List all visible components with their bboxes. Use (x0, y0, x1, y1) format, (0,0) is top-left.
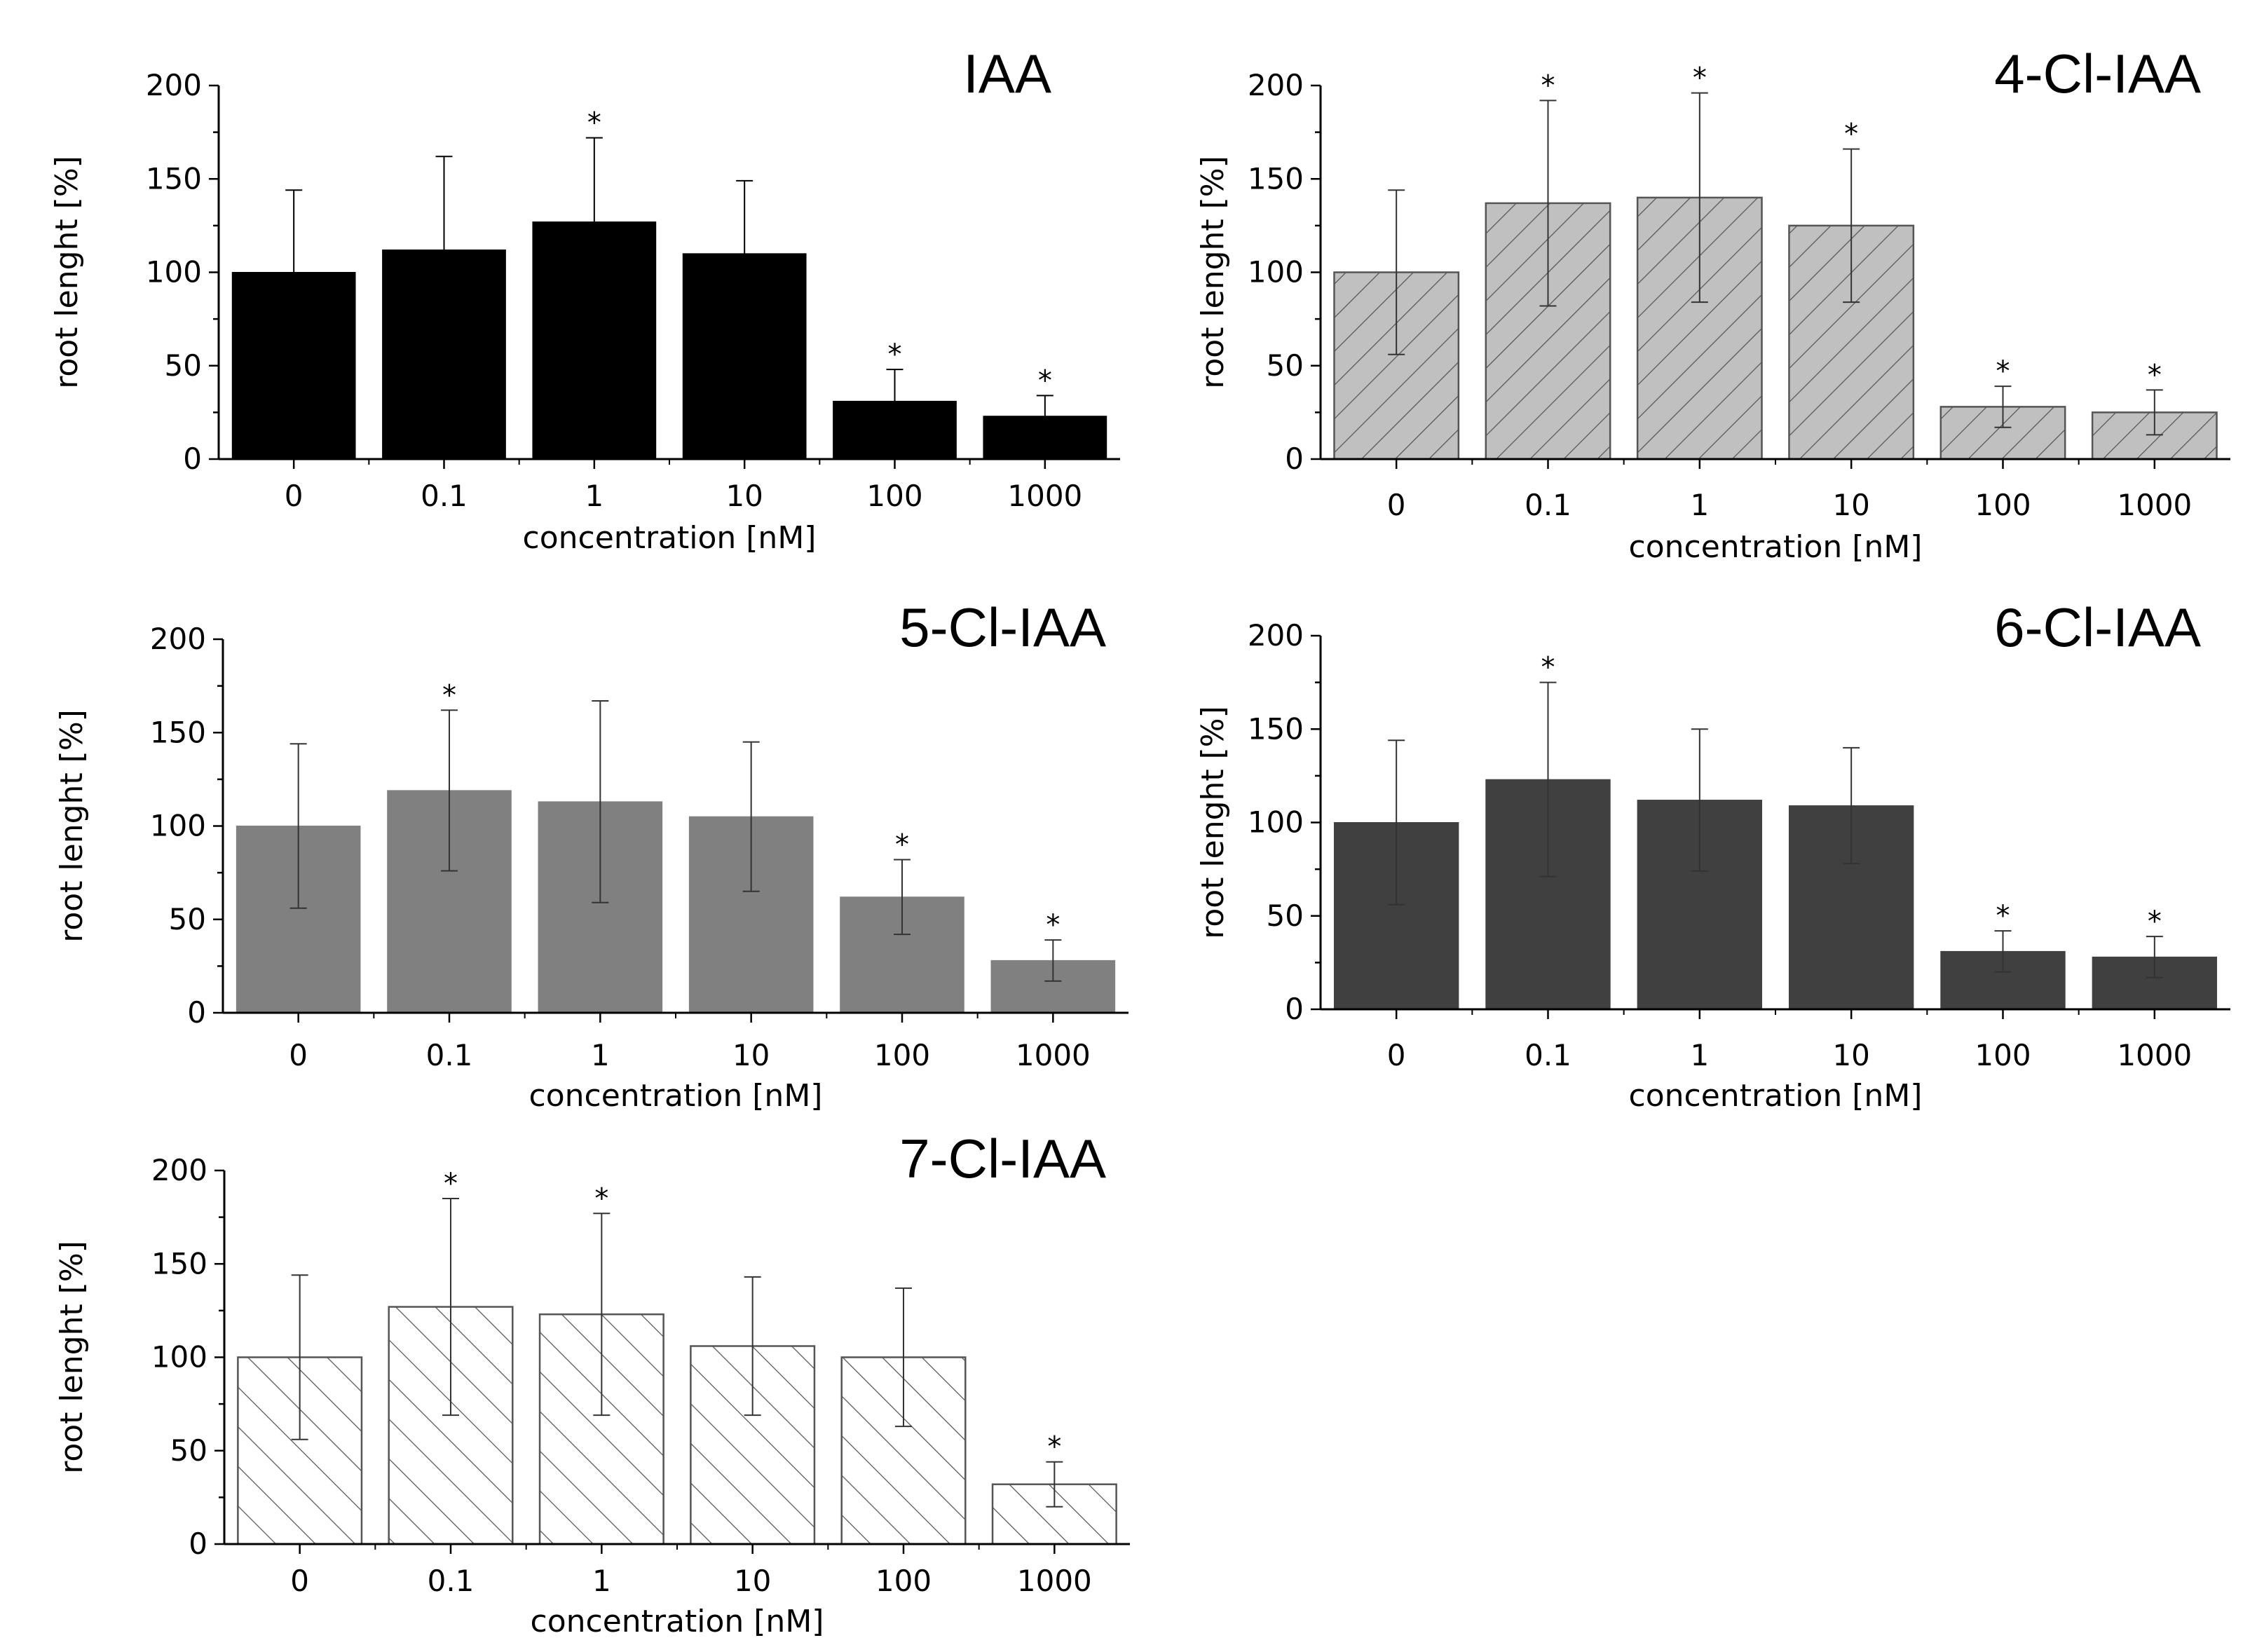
y-tick-label: 200 (146, 68, 202, 102)
significance-star: * (1996, 900, 2010, 932)
panel-title: IAA (963, 43, 1051, 104)
significance-star: * (1996, 355, 2010, 388)
x-tick-label: 0.1 (428, 1564, 475, 1598)
y-tick-label: 0 (189, 1527, 207, 1561)
y-tick-label: 200 (150, 622, 206, 656)
y-tick-label: 50 (165, 348, 202, 383)
x-tick-label: 0 (290, 1564, 309, 1598)
x-tick-label: 100 (874, 1038, 930, 1072)
x-tick-label: 1000 (1016, 1038, 1091, 1072)
x-tick-label: 10 (1832, 488, 1869, 522)
y-axis-title: root lenght [%] (54, 709, 90, 943)
significance-star: * (1693, 62, 1707, 95)
y-tick-label: 150 (150, 715, 206, 749)
panel-title: 6-Cl-IAA (1994, 596, 2201, 658)
significance-star: * (1541, 652, 1555, 684)
y-tick-label: 150 (146, 161, 202, 196)
y-tick-label: 100 (1248, 255, 1304, 289)
x-tick-label: 1 (591, 1038, 610, 1072)
y-tick-label: 150 (1248, 161, 1304, 196)
x-tick-label: 1 (592, 1564, 611, 1598)
y-axis-title: root lenght [%] (54, 1241, 90, 1474)
y-tick-label: 0 (187, 995, 206, 1030)
significance-star: * (1541, 69, 1555, 102)
x-axis-title: concentration [nM] (1629, 529, 1923, 565)
x-tick-label: 10 (725, 479, 763, 513)
y-tick-label: 150 (1248, 711, 1304, 746)
panel-title: 5-Cl-IAA (899, 596, 1106, 658)
x-axis-title: concentration [nM] (529, 1078, 823, 1114)
y-tick-label: 0 (183, 442, 202, 476)
x-tick-label: 0.1 (426, 1038, 473, 1072)
x-tick-label: 1000 (1017, 1564, 1092, 1598)
x-tick-label: 0 (289, 1038, 308, 1072)
x-tick-label: 1 (1690, 488, 1709, 522)
y-tick-label: 200 (1248, 618, 1304, 653)
y-axis-title: root lenght [%] (1195, 706, 1231, 939)
significance-star: * (895, 828, 909, 861)
x-tick-label: 10 (734, 1564, 771, 1598)
x-axis-title: concentration [nM] (523, 520, 817, 556)
y-tick-label: 200 (151, 1153, 207, 1187)
significance-star: * (1038, 364, 1052, 397)
x-tick-label: 0 (1387, 488, 1406, 522)
panel-4: * * * 0 50 100 150 200 0 0.1 1 10 100 1000 concentrati… (1195, 596, 2230, 1114)
y-tick-label: 100 (151, 1340, 207, 1374)
x-tick-label: 0.1 (1525, 488, 1571, 522)
x-tick-label: 0.1 (1525, 1038, 1571, 1072)
panel-3: * * * 0 50 100 150 200 0 0.1 1 10 100 1000 concentrati… (54, 596, 1128, 1114)
significance-star: * (1047, 1431, 1061, 1463)
y-tick-label: 50 (170, 1433, 207, 1468)
significance-star: * (594, 1182, 608, 1215)
x-tick-label: 100 (1975, 1038, 2031, 1072)
y-tick-label: 100 (150, 809, 206, 843)
x-tick-label: 1000 (2117, 1038, 2192, 1072)
panel-title: 4-Cl-IAA (1994, 43, 2201, 104)
x-tick-label: 0.1 (421, 479, 468, 513)
panel-2: * * * * * 0 50 100 150 200 0 0.1 1 10 100 1000 concentra… (1195, 43, 2230, 565)
x-tick-label: 0 (1387, 1038, 1406, 1072)
x-tick-label: 1000 (2117, 488, 2192, 522)
y-axis-title: root lenght [%] (49, 156, 85, 389)
x-axis-title: concentration [nM] (531, 1604, 824, 1639)
x-tick-label: 0 (285, 479, 304, 513)
y-tick-label: 0 (1285, 442, 1304, 476)
significance-star: * (444, 1168, 458, 1200)
x-tick-label: 10 (1832, 1038, 1869, 1072)
panel-title: 7-Cl-IAA (899, 1128, 1106, 1189)
y-tick-label: 0 (1285, 992, 1304, 1026)
y-tick-label: 150 (151, 1246, 207, 1281)
significance-star: * (587, 107, 601, 139)
significance-star: * (2148, 359, 2162, 391)
x-tick-label: 1 (1690, 1038, 1709, 1072)
x-tick-label: 1 (585, 479, 604, 513)
y-tick-label: 50 (1267, 348, 1304, 383)
y-tick-label: 100 (146, 255, 202, 289)
x-axis-title: concentration [nM] (1629, 1078, 1923, 1114)
panel-1: * * * 0 50 100 150 200 0 0.1 1 10 100 1000 concentrati… (49, 43, 1120, 556)
x-tick-label: 100 (1975, 488, 2031, 522)
significance-star: * (2148, 906, 2162, 938)
x-tick-label: 10 (732, 1038, 770, 1072)
significance-star: * (442, 679, 456, 711)
y-tick-label: 200 (1248, 68, 1304, 102)
y-tick-label: 50 (1267, 899, 1304, 933)
y-tick-label: 50 (169, 902, 206, 936)
significance-star: * (1844, 118, 1858, 151)
panel-5: * * * 0 50 100 150 200 0 0.1 1 10 100 1000 concentrati… (54, 1128, 1130, 1639)
x-tick-label: 100 (866, 479, 922, 513)
significance-star: * (888, 339, 902, 371)
y-tick-label: 100 (1248, 805, 1304, 840)
y-axis-title: root lenght [%] (1195, 156, 1231, 389)
x-tick-label: 100 (875, 1564, 932, 1598)
significance-star: * (1046, 909, 1060, 941)
x-tick-label: 1000 (1007, 479, 1082, 513)
